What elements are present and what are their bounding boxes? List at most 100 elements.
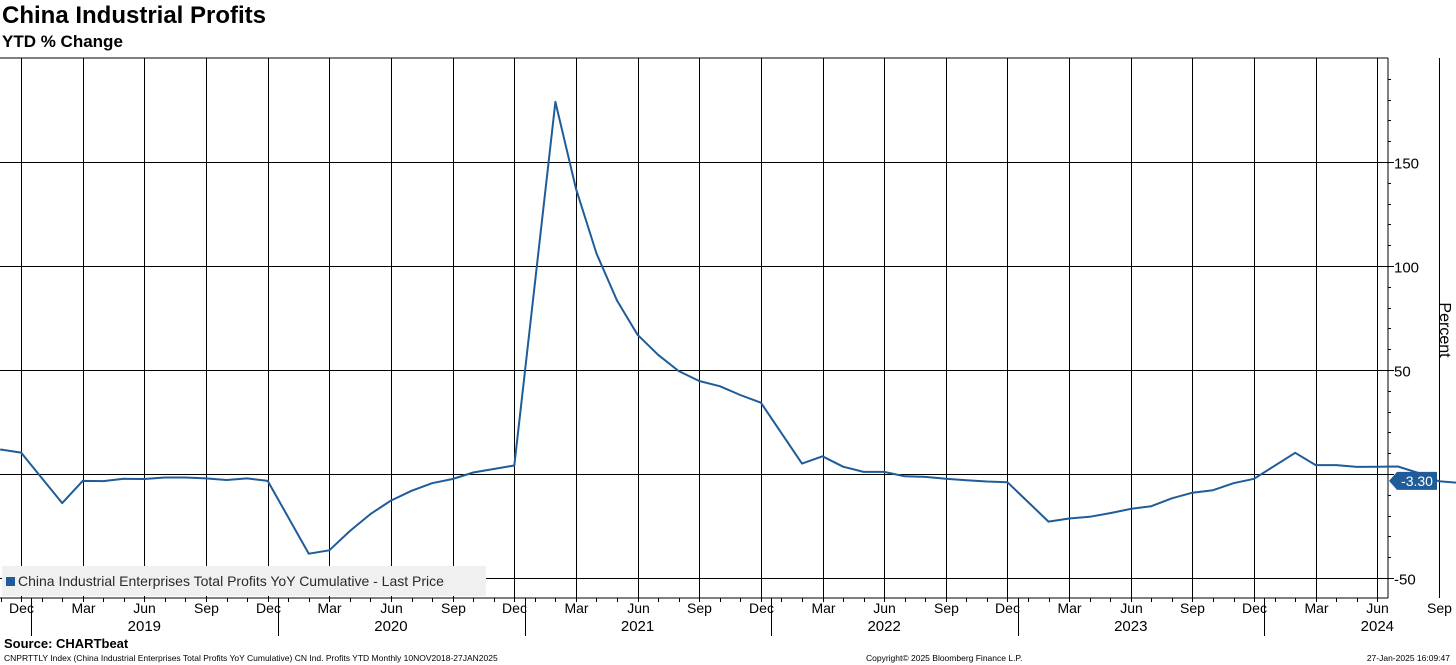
data-point bbox=[164, 476, 166, 479]
data-point bbox=[801, 462, 803, 465]
x-year-label: 2022 bbox=[867, 618, 900, 635]
x-tick-label: Sep bbox=[934, 600, 959, 616]
last-value-label: -3.30 bbox=[1401, 473, 1433, 489]
data-point bbox=[1232, 482, 1235, 485]
x-year-label: 2019 bbox=[128, 618, 161, 635]
data-point bbox=[636, 334, 639, 336]
x-tick-label: Jun bbox=[133, 600, 156, 616]
x-tick-label: Dec bbox=[1242, 600, 1267, 616]
legend-swatch bbox=[6, 576, 15, 586]
x-tick-label: Mar bbox=[564, 600, 588, 616]
data-point bbox=[1047, 520, 1050, 523]
x-tick-label: Jun bbox=[1366, 600, 1389, 616]
data-point bbox=[945, 478, 947, 480]
data-point bbox=[862, 471, 865, 473]
data-point bbox=[924, 476, 927, 478]
source-note: Source: CHARTbeat bbox=[4, 636, 129, 651]
data-point bbox=[81, 480, 84, 482]
legend-label: China Industrial Enterprises Total Profi… bbox=[18, 573, 444, 589]
x-tick-label: Dec bbox=[502, 600, 527, 616]
tick-labels: 150 100 50 -50 Dec Mar Jun Sep Dec Mar Jun Sep Dec Ma… bbox=[9, 156, 1452, 636]
y-axis-label: Percent bbox=[1436, 302, 1453, 358]
data-point bbox=[1438, 480, 1440, 483]
data-point bbox=[246, 477, 248, 480]
data-point bbox=[719, 385, 721, 388]
x-tick-label: Mar bbox=[317, 600, 341, 616]
data-point bbox=[965, 479, 968, 482]
x-tick-label: Jun bbox=[1120, 600, 1143, 616]
x-tick-label: Jun bbox=[627, 600, 650, 616]
y-tick-label: 100 bbox=[1394, 260, 1419, 277]
data-point bbox=[821, 455, 824, 458]
data-point bbox=[349, 530, 351, 532]
data-point bbox=[225, 479, 228, 481]
data-point bbox=[616, 299, 618, 302]
x-tick-label: Dec bbox=[9, 600, 34, 616]
grid-lines bbox=[0, 58, 1440, 598]
data-point bbox=[1376, 465, 1379, 468]
x-tick-label: Dec bbox=[995, 600, 1020, 616]
data-point bbox=[410, 490, 413, 492]
data-point bbox=[1397, 465, 1399, 468]
data-point bbox=[20, 451, 22, 454]
y-tick-label: 150 bbox=[1394, 156, 1419, 173]
data-point bbox=[554, 101, 557, 103]
data-point bbox=[205, 477, 207, 480]
x-tick-label: Mar bbox=[1304, 600, 1328, 616]
data-point bbox=[431, 482, 433, 485]
data-point bbox=[1150, 505, 1153, 508]
x-year-label: 2021 bbox=[621, 618, 654, 635]
data-point bbox=[842, 465, 844, 468]
data-point bbox=[657, 354, 659, 356]
x-year-label: 2020 bbox=[374, 618, 407, 635]
axes bbox=[0, 57, 1394, 636]
data-point bbox=[123, 478, 125, 480]
data-point bbox=[903, 475, 906, 478]
data-point bbox=[513, 464, 516, 467]
data-point bbox=[1130, 508, 1132, 510]
x-tick-label: Sep bbox=[441, 600, 466, 616]
chart-title: China Industrial Profits bbox=[2, 2, 267, 29]
data-point bbox=[1335, 464, 1338, 466]
x-tick-label: Dec bbox=[749, 600, 774, 616]
data-point bbox=[1109, 512, 1111, 514]
data-point bbox=[308, 552, 310, 555]
data-point bbox=[760, 401, 762, 404]
data-point bbox=[1253, 478, 1255, 480]
data-point bbox=[1191, 491, 1194, 494]
x-tick-label: Sep bbox=[687, 600, 712, 616]
data-point bbox=[472, 471, 475, 474]
data-point bbox=[1294, 452, 1296, 454]
x-tick-label: Sep bbox=[194, 600, 219, 616]
data-point bbox=[143, 478, 146, 480]
data-point bbox=[677, 370, 680, 372]
series-line bbox=[0, 100, 1456, 555]
x-year-label: 2024 bbox=[1361, 618, 1394, 635]
data-point bbox=[1314, 464, 1317, 466]
data-point bbox=[451, 478, 454, 480]
data-point bbox=[1088, 516, 1091, 518]
data-point bbox=[1356, 466, 1358, 468]
data-point bbox=[698, 380, 700, 382]
data-point bbox=[102, 480, 105, 482]
data-point bbox=[390, 499, 392, 502]
data-point bbox=[986, 480, 988, 483]
legend: China Industrial Enterprises Total Profi… bbox=[2, 566, 486, 596]
data-point bbox=[328, 549, 331, 552]
data-point bbox=[61, 502, 63, 504]
data-point bbox=[369, 513, 372, 515]
data-point bbox=[492, 468, 495, 470]
data-point bbox=[266, 480, 269, 482]
footer-index-info: CNPRTTLY Index (China Industrial Enterpr… bbox=[4, 653, 498, 663]
data-point bbox=[883, 471, 885, 473]
data-point bbox=[1006, 481, 1009, 484]
data-point bbox=[1068, 517, 1070, 520]
y-tick-label: 50 bbox=[1394, 364, 1411, 381]
series-layer: -3.30 bbox=[0, 100, 1456, 555]
x-tick-label: Jun bbox=[380, 600, 403, 616]
data-point bbox=[595, 252, 598, 255]
data-point bbox=[0, 448, 2, 451]
x-tick-label: Jun bbox=[873, 600, 896, 616]
y-tick-label: -50 bbox=[1394, 572, 1416, 589]
